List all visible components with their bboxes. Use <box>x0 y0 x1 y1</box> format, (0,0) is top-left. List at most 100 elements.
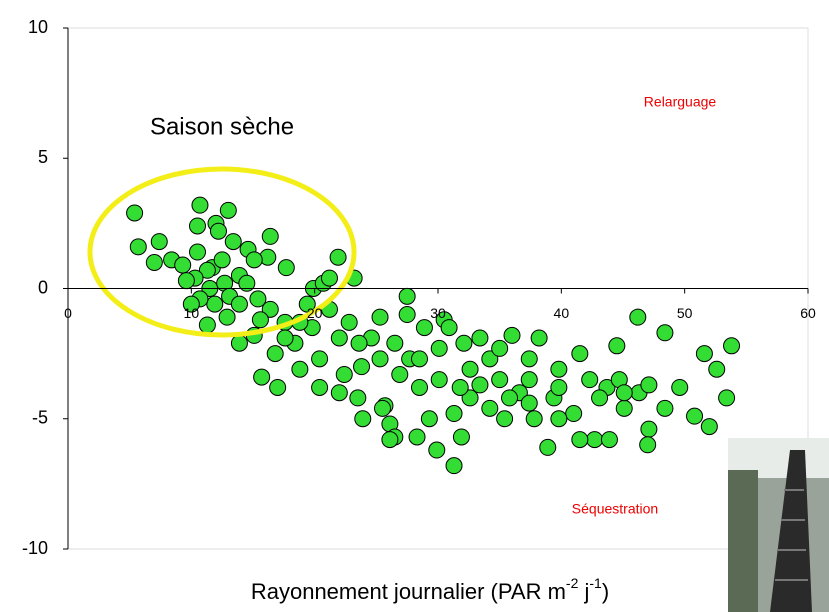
point <box>374 399 391 417</box>
point <box>565 405 583 423</box>
point <box>330 384 348 402</box>
point <box>230 334 248 352</box>
point <box>581 371 599 389</box>
y-tick-label: -5 <box>32 408 48 428</box>
point <box>600 431 618 449</box>
point <box>311 350 329 368</box>
point <box>525 410 543 428</box>
point <box>249 290 267 308</box>
x-label-part: ) <box>602 579 609 604</box>
highlight-ellipse <box>87 166 357 338</box>
point <box>440 319 458 337</box>
point <box>129 238 147 256</box>
point <box>629 308 647 326</box>
point <box>145 253 163 271</box>
point <box>335 365 353 383</box>
point <box>386 334 404 352</box>
point <box>261 300 279 318</box>
x-label-sup: -1 <box>589 575 602 591</box>
point <box>350 334 368 352</box>
point <box>501 389 519 407</box>
point <box>198 261 216 279</box>
point <box>656 324 674 342</box>
point <box>491 339 509 357</box>
point <box>471 376 489 394</box>
point <box>695 345 713 363</box>
point <box>686 407 704 425</box>
point <box>329 248 347 266</box>
point <box>198 316 216 334</box>
point <box>408 428 426 446</box>
point <box>340 313 358 331</box>
point <box>723 337 741 355</box>
point <box>371 350 389 368</box>
point <box>656 399 674 417</box>
point <box>520 350 538 368</box>
point <box>174 256 192 274</box>
point <box>445 457 463 475</box>
point <box>245 251 263 269</box>
point <box>371 308 389 326</box>
point <box>191 196 209 214</box>
x-label-part: j <box>578 579 589 604</box>
point <box>230 295 248 313</box>
point <box>182 295 200 313</box>
point <box>455 334 473 352</box>
point <box>503 326 521 344</box>
point <box>269 378 287 396</box>
x-tick-label: 40 <box>554 305 570 321</box>
x-tick-label: 20 <box>307 305 323 321</box>
point <box>330 329 348 347</box>
x-tick-label: 0 <box>64 305 72 321</box>
point <box>471 329 489 347</box>
point <box>571 431 589 449</box>
y-tick-label: 0 <box>38 277 48 297</box>
point <box>219 201 237 219</box>
point <box>420 410 438 428</box>
point <box>354 410 372 428</box>
point <box>253 368 271 386</box>
point <box>238 274 256 292</box>
point <box>428 441 446 459</box>
point <box>150 233 168 251</box>
point <box>291 360 309 378</box>
x-label-sup: -2 <box>566 575 579 591</box>
point <box>430 371 448 389</box>
point <box>491 371 509 389</box>
point <box>320 269 338 287</box>
point <box>189 243 206 261</box>
x-tick-label: 50 <box>677 305 693 321</box>
point <box>261 227 279 245</box>
point <box>311 378 329 396</box>
point <box>213 251 231 269</box>
point <box>266 345 284 363</box>
y-tick-label: 10 <box>28 17 48 37</box>
point <box>218 308 236 326</box>
point <box>671 378 689 396</box>
points <box>126 196 741 475</box>
point <box>206 295 224 313</box>
point <box>381 431 399 449</box>
point <box>520 371 538 389</box>
photo-struts <box>775 489 808 581</box>
point <box>539 438 557 456</box>
x-axis-label: Rayonnement journalier (PAR m-2 j-1) <box>251 575 609 604</box>
point <box>608 337 626 355</box>
point <box>550 378 568 396</box>
point <box>126 204 144 222</box>
point <box>251 311 269 329</box>
point <box>411 350 428 368</box>
point <box>452 428 470 446</box>
point <box>550 410 568 428</box>
point <box>481 350 499 368</box>
point <box>708 360 726 378</box>
point <box>276 329 294 347</box>
point <box>224 233 242 251</box>
point <box>398 287 416 305</box>
point <box>639 436 657 454</box>
x-tick-label: 30 <box>430 305 446 321</box>
point <box>430 339 448 357</box>
point <box>586 431 604 449</box>
label-top: Relarguage <box>644 94 717 110</box>
point <box>398 306 416 324</box>
